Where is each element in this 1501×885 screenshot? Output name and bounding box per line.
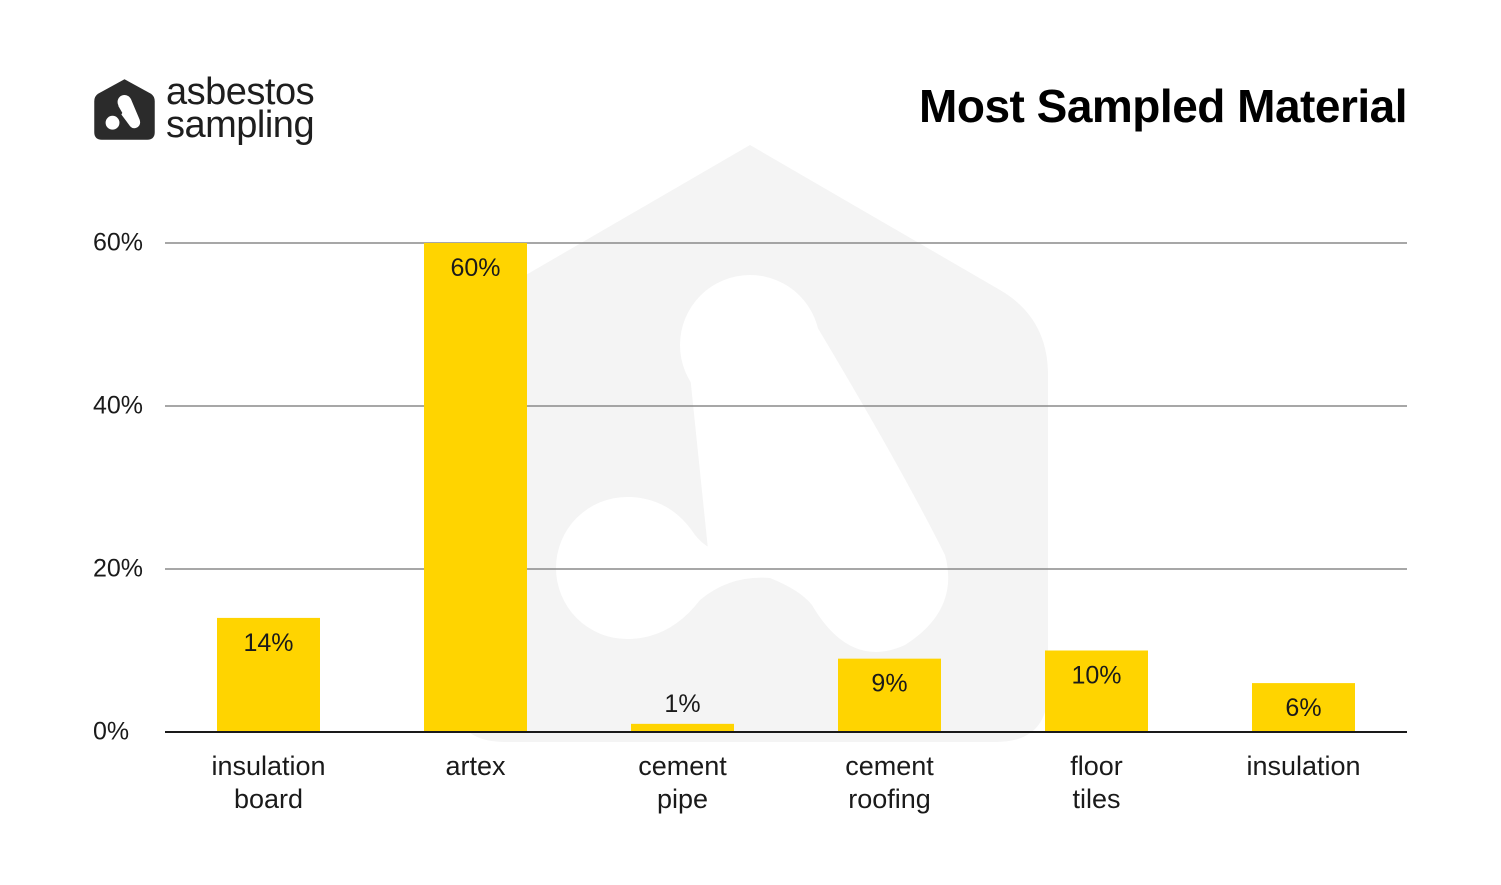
- bar: [424, 243, 527, 732]
- bar-value-label: 1%: [664, 690, 700, 718]
- x-tick-label: floor: [1070, 751, 1123, 781]
- brand-name: asbestos sampling: [166, 71, 315, 146]
- x-tick-label: board: [234, 784, 303, 814]
- bar: [1045, 650, 1148, 732]
- bar: [1252, 683, 1355, 732]
- x-tick-label: cement: [845, 751, 934, 781]
- x-tick-label: roofing: [848, 784, 931, 814]
- y-tick-label: 60%: [93, 229, 143, 257]
- brand-line-1: asbestos: [166, 71, 315, 113]
- x-tick-label: tiles: [1072, 784, 1120, 814]
- chart-title: Most Sampled Material: [919, 80, 1407, 132]
- bar: [838, 658, 941, 732]
- x-tick-label: insulation: [211, 751, 325, 781]
- y-tick-label: 40%: [93, 392, 143, 420]
- bar-value-label: 60%: [450, 254, 500, 282]
- bar-value-label: 9%: [871, 670, 907, 698]
- x-tick-label: artex: [445, 751, 506, 781]
- asbestos-sampling-logo-icon: [94, 78, 155, 140]
- bar: [217, 617, 320, 732]
- y-tick-label: 20%: [93, 555, 143, 583]
- bar: [631, 723, 734, 732]
- x-tick-label: insulation: [1246, 751, 1360, 781]
- x-tick-label: pipe: [657, 784, 708, 814]
- x-tick-label: cement: [638, 751, 727, 781]
- brand-line-2: sampling: [166, 104, 315, 146]
- bar-value-label: 10%: [1071, 662, 1121, 690]
- bar-value-label: 14%: [243, 629, 293, 657]
- y-tick-label: 0%: [93, 718, 129, 746]
- bar-value-label: 6%: [1285, 694, 1321, 722]
- brand-logo: asbestos sampling: [93, 71, 315, 146]
